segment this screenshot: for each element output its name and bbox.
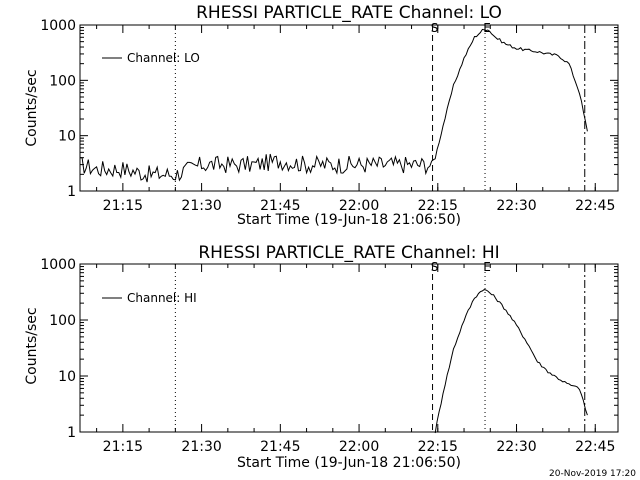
tick-group: 1 10 100 1000 21:15 21:30 21:45 22:00 22:15 22:30…	[40, 18, 618, 214]
y-tick-label: 10	[58, 369, 76, 385]
x-tick-label: 22:45	[575, 439, 615, 455]
tick-group: 1 10 100 1000 21:15 21:30 21:45 22:00 22:15 22:30…	[40, 257, 618, 455]
chart-title: RHESSI PARTICLE_RATE Channel: HI	[198, 243, 499, 263]
series-group	[80, 28, 588, 183]
timestamp-stamp: 20-Nov-2019 17:20	[549, 469, 636, 479]
x-tick-label: 21:30	[181, 439, 221, 455]
series-line	[80, 28, 588, 183]
plot-frame	[79, 263, 619, 433]
x-tick-label: 22:30	[496, 198, 536, 214]
x-tick-label: 21:15	[103, 198, 143, 214]
x-tick-label: 21:30	[181, 198, 221, 214]
plot-frame	[79, 24, 619, 192]
series-group	[434, 289, 588, 434]
panel-hi: RHESSI PARTICLE_RATE Channel: HI Counts/…	[24, 243, 619, 471]
y-tick-label: 10	[58, 129, 76, 145]
x-tick-label: 22:00	[339, 198, 379, 214]
legend: Channel: LO	[102, 51, 200, 65]
y-tick-label: 100	[49, 73, 76, 89]
x-tick-label: 22:30	[496, 439, 536, 455]
panel-lo: RHESSI PARTICLE_RATE Channel: LO Counts/…	[24, 3, 619, 228]
event-marker-label: S	[431, 21, 439, 35]
chart-title: RHESSI PARTICLE_RATE Channel: LO	[196, 3, 502, 23]
x-tick-label: 21:45	[260, 439, 300, 455]
series-line	[434, 289, 588, 434]
x-tick-label: 21:15	[103, 439, 143, 455]
event-marker-label: E	[483, 21, 491, 35]
x-tick-label: 22:15	[418, 439, 458, 455]
event-marker-label: S	[431, 260, 439, 274]
y-axis-label: Counts/sec	[24, 307, 40, 384]
y-tick-label: 1000	[40, 18, 76, 34]
x-tick-label: 22:45	[575, 198, 615, 214]
x-axis-label: Start Time (19-Jun-18 21:06:50)	[237, 212, 461, 228]
y-tick-label: 100	[49, 313, 76, 329]
y-tick-label: 1	[67, 184, 76, 200]
legend-label: Channel: LO	[127, 51, 200, 65]
y-axis-label: Counts/sec	[24, 69, 40, 146]
x-tick-label: 22:00	[339, 439, 379, 455]
x-tick-label: 21:45	[260, 198, 300, 214]
legend-label: Channel: HI	[127, 291, 197, 305]
event-marker-label: E	[483, 260, 491, 274]
x-axis-label: Start Time (19-Jun-18 21:06:50)	[237, 455, 461, 471]
x-tick-label: 22:15	[418, 198, 458, 214]
y-tick-label: 1000	[40, 257, 76, 273]
y-tick-label: 1	[67, 425, 76, 441]
legend: Channel: HI	[102, 291, 197, 305]
